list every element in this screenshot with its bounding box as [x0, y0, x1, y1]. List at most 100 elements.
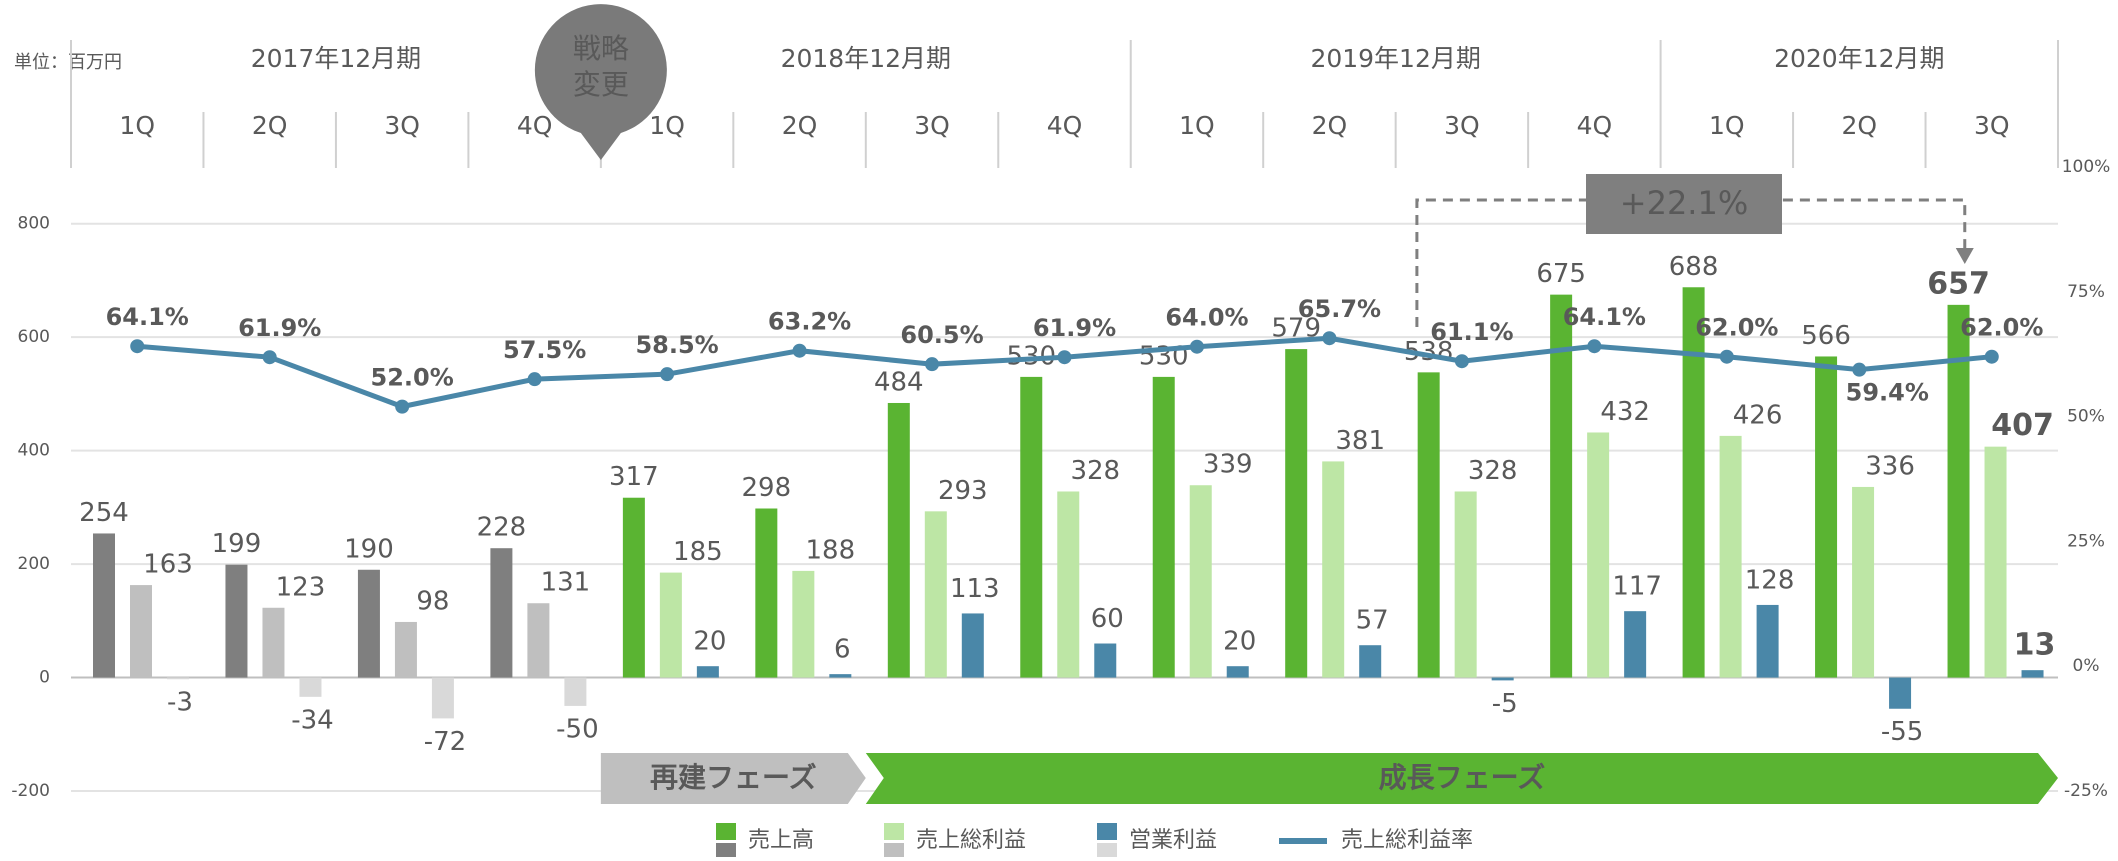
bar	[1587, 432, 1610, 678]
line-point	[395, 399, 410, 414]
legend-label: 売上高	[748, 828, 814, 853]
line-point	[1189, 339, 1204, 354]
bar-value-label: 675	[1536, 259, 1586, 289]
bar	[431, 677, 454, 719]
strategy-bubble	[534, 4, 667, 160]
line-value-label: 52.0%	[371, 364, 454, 392]
line-value-label: 63.2%	[768, 308, 851, 336]
line-point	[1719, 349, 1734, 364]
line-point	[925, 357, 940, 372]
bar	[167, 677, 189, 680]
bar	[1852, 486, 1875, 678]
y2-tick-label: 0%	[2073, 656, 2100, 676]
bar	[1189, 485, 1212, 678]
bar	[1756, 604, 1779, 678]
bar	[1815, 356, 1838, 678]
bar-value-label: 254	[79, 498, 129, 528]
bar	[924, 511, 947, 678]
bar	[1682, 287, 1705, 678]
bar-value-label: 426	[1733, 400, 1783, 430]
bar	[1226, 666, 1249, 678]
bar-value-label: 657	[1927, 266, 1990, 301]
quarter-label: 3Q	[1444, 111, 1480, 140]
bar	[1947, 304, 1970, 678]
bar-value-label: 407	[1991, 408, 2054, 443]
year-label: 2019年12月期	[1310, 44, 1480, 73]
bar-value-label: 60	[1091, 604, 1124, 634]
line-value-label: 61.9%	[1033, 314, 1116, 342]
phase-arrow	[865, 753, 2058, 804]
quarter-label: 2Q	[782, 111, 818, 140]
year-label: 2020年12月期	[1774, 44, 1944, 73]
bar-value-label: 163	[143, 550, 193, 580]
bar	[1285, 349, 1308, 678]
line-value-label: 60.5%	[900, 321, 983, 349]
bar	[1491, 677, 1514, 681]
line-value-label: 62.0%	[1960, 314, 2043, 342]
bar-value-label: 199	[212, 529, 262, 559]
bar	[1322, 461, 1345, 678]
y2-tick-label: -25%	[2064, 781, 2108, 801]
bar-value-label: 381	[1335, 426, 1385, 456]
quarter-label: 3Q	[914, 111, 950, 140]
year-label: 2017年12月期	[251, 44, 421, 73]
y2-tick-label: 50%	[2067, 407, 2105, 427]
quarter-label: 2Q	[1312, 111, 1348, 140]
line-value-label: 64.1%	[106, 303, 189, 331]
bar-value-label: 190	[344, 534, 394, 564]
line-value-label: 61.9%	[238, 314, 321, 342]
line-point	[527, 372, 542, 387]
bar	[1550, 294, 1573, 678]
line-point	[262, 350, 277, 365]
line-point	[792, 343, 807, 358]
quarter-label: 3Q	[1974, 111, 2010, 140]
quarter-label: 1Q	[649, 111, 685, 140]
line-value-label: 62.0%	[1695, 314, 1778, 342]
bar-value-label: 98	[416, 586, 449, 616]
y-tick-label: -200	[11, 781, 50, 801]
unit-label: 単位：百万円	[14, 52, 122, 73]
bar-value-label: -72	[424, 727, 466, 757]
bar	[262, 607, 285, 678]
bar-value-label: 123	[276, 572, 326, 602]
bar-value-label: 339	[1203, 450, 1253, 480]
bar	[1152, 376, 1175, 678]
quarter-label: 3Q	[384, 111, 420, 140]
phase-arrow	[600, 753, 866, 804]
bar	[1624, 611, 1647, 678]
bar-value-label: 117	[1612, 572, 1662, 602]
y2-tick-label: 25%	[2067, 531, 2105, 551]
bar	[1984, 446, 2007, 678]
legend-swatch	[716, 843, 736, 857]
line-point	[1852, 362, 1867, 377]
bar	[1359, 645, 1382, 678]
bar-value-label: -34	[291, 705, 333, 735]
legend-label: 営業利益	[1129, 828, 1217, 853]
bar	[696, 666, 719, 678]
legend-swatch	[1097, 823, 1117, 840]
bar	[130, 585, 152, 678]
bar-value-label: 317	[609, 462, 659, 492]
bar	[887, 402, 910, 678]
line-point	[1057, 350, 1072, 365]
line-value-label: 64.0%	[1165, 304, 1248, 332]
bar	[622, 497, 645, 678]
bar-value-label: 185	[673, 537, 723, 567]
bar	[93, 533, 115, 678]
line-point	[660, 367, 675, 382]
line-value-label: 64.1%	[1563, 303, 1646, 331]
y-tick-label: 800	[18, 214, 50, 234]
strategy-text: 変更	[573, 68, 629, 101]
phase-label: 再建フェーズ	[650, 761, 817, 794]
quarter-label: 2Q	[252, 111, 288, 140]
phase-label: 成長フェーズ	[1379, 761, 1546, 794]
quarter-label: 1Q	[1709, 111, 1745, 140]
bar	[564, 677, 587, 706]
line-value-label: 65.7%	[1298, 295, 1381, 323]
quarter-label: 1Q	[119, 111, 155, 140]
line-value-label: 59.4%	[1846, 379, 1929, 407]
y2-tick-label: 100%	[2062, 157, 2111, 177]
quarter-label: 1Q	[1179, 111, 1215, 140]
bar	[755, 508, 778, 678]
bar-value-label: -55	[1881, 717, 1923, 747]
